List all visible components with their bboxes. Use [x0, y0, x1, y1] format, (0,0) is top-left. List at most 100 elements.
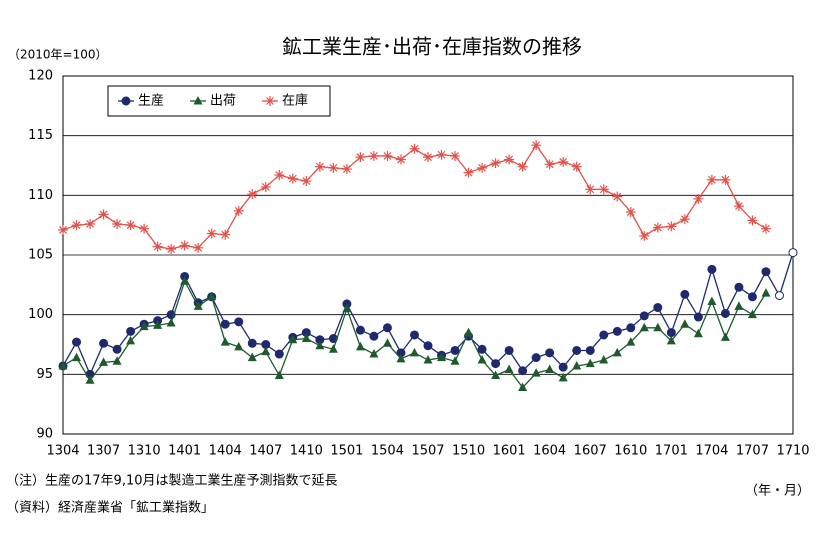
- point: [612, 191, 623, 202]
- x-tick-label: 1510: [452, 444, 485, 459]
- point: [139, 223, 150, 234]
- point: [125, 220, 136, 231]
- point: [747, 309, 757, 319]
- point: [450, 345, 460, 355]
- point: [274, 349, 284, 359]
- y-tick-label: 90: [36, 427, 53, 442]
- point: [121, 96, 131, 106]
- point: [666, 335, 676, 345]
- point: [626, 323, 636, 333]
- point: [734, 282, 744, 292]
- legend-label: 在庫: [282, 94, 308, 109]
- point: [220, 319, 230, 329]
- point: [112, 356, 122, 365]
- point: [396, 353, 406, 363]
- point: [761, 267, 771, 277]
- chart-title: 鉱工業生産･出荷･在庫指数の推移: [282, 35, 582, 59]
- point: [301, 176, 312, 187]
- point: [382, 323, 392, 333]
- point: [653, 303, 663, 313]
- point: [274, 170, 285, 181]
- point: [693, 312, 703, 322]
- x-tick-label: 1604: [533, 444, 566, 459]
- point: [265, 96, 275, 106]
- point: [355, 325, 365, 335]
- point: [653, 322, 663, 332]
- point: [707, 264, 717, 274]
- point: [314, 161, 325, 172]
- point: [490, 158, 501, 169]
- x-tick-label: 1404: [209, 444, 242, 459]
- point: [491, 370, 501, 380]
- point: [504, 364, 514, 374]
- point: [233, 205, 244, 216]
- note: （資料）経済産業省「鉱工業指数」: [6, 500, 214, 516]
- point: [193, 301, 203, 310]
- y-tick-label: 115: [28, 128, 53, 143]
- point: [747, 215, 758, 226]
- point: [342, 303, 352, 313]
- point: [450, 150, 461, 161]
- point: [179, 240, 190, 251]
- point: [585, 358, 595, 368]
- y-tick-label: 95: [36, 367, 53, 382]
- point: [247, 352, 257, 362]
- point: [680, 319, 690, 328]
- point: [639, 230, 650, 241]
- point: [599, 330, 609, 340]
- point: [369, 349, 379, 358]
- point: [693, 193, 704, 204]
- point: [531, 140, 542, 151]
- x-tick-label: 1610: [614, 444, 647, 459]
- point: [544, 159, 555, 170]
- legend-label: 生産: [138, 93, 164, 109]
- point: [639, 311, 649, 321]
- point: [112, 218, 123, 229]
- point: [720, 174, 731, 185]
- point: [58, 224, 68, 235]
- point: [409, 347, 419, 357]
- point: [207, 291, 217, 301]
- point: [99, 338, 109, 348]
- point: [558, 156, 569, 167]
- x-tick-label: 1704: [695, 444, 728, 459]
- point: [126, 326, 136, 336]
- point: [545, 364, 555, 374]
- point: [220, 229, 231, 240]
- point: [639, 322, 649, 332]
- point: [58, 360, 68, 370]
- y-tick-label: 110: [28, 188, 53, 203]
- point: [464, 327, 474, 337]
- note: （注）生産の17年9,10月は製造工業生産予測指数で延長: [6, 473, 338, 489]
- x-tick-label: 1310: [128, 444, 161, 459]
- point: [436, 149, 447, 160]
- point: [504, 345, 514, 355]
- point: [571, 161, 582, 172]
- point: [572, 345, 582, 355]
- point: [598, 184, 609, 195]
- x-tick-label: 1607: [574, 444, 607, 459]
- y-tick-label: 100: [28, 307, 53, 322]
- point: [477, 355, 487, 364]
- point: [193, 242, 204, 253]
- point: [395, 154, 406, 165]
- point: [409, 143, 420, 154]
- point: [166, 244, 177, 255]
- x-tick-label: 1407: [249, 444, 282, 459]
- point: [463, 167, 474, 178]
- point: [652, 222, 663, 233]
- point: [126, 335, 136, 345]
- point: [720, 332, 730, 341]
- point: [626, 337, 636, 346]
- point: [585, 184, 596, 195]
- point: [612, 347, 622, 357]
- point: [437, 352, 447, 362]
- point: [423, 355, 433, 364]
- x-tick-label: 1601: [493, 444, 526, 459]
- point: [558, 362, 568, 372]
- point: [99, 357, 109, 366]
- point: [680, 289, 690, 299]
- point: [612, 326, 622, 336]
- point: [355, 152, 366, 163]
